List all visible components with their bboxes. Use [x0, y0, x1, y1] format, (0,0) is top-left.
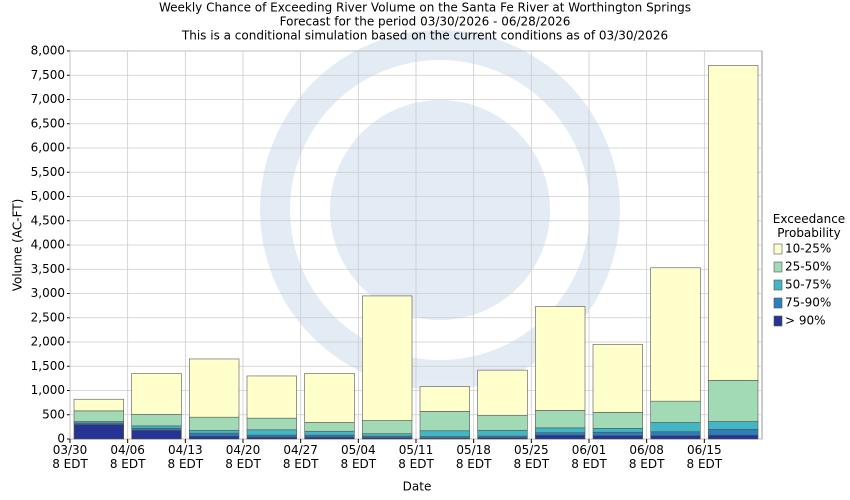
bar-segment: [362, 420, 413, 434]
x-tick-label: 05/25 8 EDT: [513, 443, 550, 471]
x-tick-label: 04/13 8 EDT: [167, 443, 204, 471]
bar-segment: [708, 421, 759, 430]
x-tick-label: 04/06 8 EDT: [109, 443, 146, 471]
y-tick-label: 3,000: [31, 286, 65, 300]
bar-segment: [189, 429, 240, 434]
chart-note: This is a conditional simulation based o…: [181, 29, 668, 43]
y-tick-label: 6,000: [31, 141, 65, 155]
y-tick-label: 4,000: [31, 238, 65, 252]
bar-segment: [131, 413, 182, 427]
legend-swatch: [773, 297, 783, 309]
y-tick-label: 7,500: [31, 68, 65, 82]
bar-segment: [592, 435, 643, 440]
legend-label: 10-25%: [785, 242, 831, 256]
bar-segment: [419, 386, 470, 412]
y-tick-label: 7,000: [31, 92, 65, 106]
bar-segment: [650, 400, 701, 423]
bar-segment: [304, 430, 355, 436]
bar-segment: [535, 410, 586, 429]
bar-segment: [73, 410, 124, 422]
bar-segment: [592, 344, 643, 413]
legend-label: > 90%: [785, 314, 826, 328]
bar-segment: [477, 414, 528, 431]
bar-segment: [189, 416, 240, 431]
bar-segment: [246, 429, 297, 436]
x-tick-label: 06/08 8 EDT: [628, 443, 665, 471]
y-tick-label: 4,500: [31, 213, 65, 227]
bar-segment: [73, 398, 124, 412]
bar-segment: [535, 432, 586, 436]
bar-segment: [592, 412, 643, 429]
legend-swatch: [773, 261, 783, 273]
x-tick-label: 05/11 8 EDT: [398, 443, 434, 471]
y-axis-label: Volume (AC-FT): [11, 199, 25, 292]
bar-segment: [650, 422, 701, 433]
x-tick-label: 04/27 8 EDT: [282, 443, 319, 471]
bar-segment: [708, 380, 759, 422]
chart-subtitle: Forecast for the period 03/30/2026 - 06/…: [280, 15, 571, 29]
bar-segment: [419, 411, 470, 432]
x-tick-label: 04/20 8 EDT: [225, 443, 261, 471]
y-tick-label: 5,000: [31, 189, 65, 203]
legend-swatch: [773, 243, 783, 255]
bar-segment: [246, 417, 297, 431]
bar-segment: [477, 429, 528, 437]
legend-label: 50-75%: [785, 278, 831, 292]
x-tick-label: 05/04 8 EDT: [340, 443, 377, 471]
y-tick-label: 8,000: [31, 44, 65, 58]
watermark: [260, 30, 620, 390]
legend-swatch: [773, 279, 783, 291]
bar-segment: [650, 267, 701, 402]
y-tick-label: 6,500: [31, 116, 65, 130]
legend-label: 25-50%: [785, 260, 831, 274]
y-tick-label: 5,500: [31, 165, 65, 179]
chart-title: Weekly Chance of Exceeding River Volume …: [159, 1, 691, 15]
bar-segment: [708, 428, 759, 436]
bar-segment: [650, 435, 701, 440]
legend-title: Exceedance Probability: [772, 212, 846, 240]
x-tick-label: 06/15 8 EDT: [686, 443, 723, 471]
bar-segment: [189, 432, 240, 437]
y-tick-label: 500: [42, 407, 65, 421]
x-tick-label: 06/01 8 EDT: [571, 443, 607, 471]
bar-segment: [304, 422, 355, 432]
y-tick-label: 2,500: [31, 310, 65, 324]
bar-segment: [477, 369, 528, 416]
bar-segment: [131, 425, 182, 429]
x-tick-label: 03/30 8 EDT: [52, 443, 88, 471]
y-tick-label: 2,000: [31, 335, 65, 349]
bar-segment: [131, 373, 182, 415]
bar-segment: [708, 434, 759, 440]
bar-segment: [592, 431, 643, 436]
y-tick-label: 0: [57, 432, 65, 446]
bar-segment: [362, 295, 413, 421]
x-tick-label: 05/18 8 EDT: [455, 443, 492, 471]
x-axis-label: Date: [403, 480, 432, 494]
bar-segment: [650, 431, 701, 436]
bar-segment: [304, 373, 355, 423]
bar-segment: [131, 429, 182, 440]
bar-segment: [246, 375, 297, 419]
bar-segment: [708, 65, 759, 381]
bar-segment: [535, 306, 586, 411]
bar-segment: [189, 435, 240, 440]
bar-segment: [73, 424, 124, 440]
y-tick-label: 1,000: [31, 383, 65, 397]
y-tick-label: 1,500: [31, 359, 65, 373]
legend-label: 75-90%: [785, 296, 831, 310]
legend-swatch: [773, 315, 783, 327]
bar-segment: [419, 430, 470, 437]
bar-segment: [362, 433, 413, 437]
bar-segment: [189, 358, 240, 418]
bar-segment: [535, 427, 586, 433]
bar-segment: [592, 428, 643, 433]
bar-segment: [535, 434, 586, 440]
y-tick-label: 3,500: [31, 262, 65, 276]
